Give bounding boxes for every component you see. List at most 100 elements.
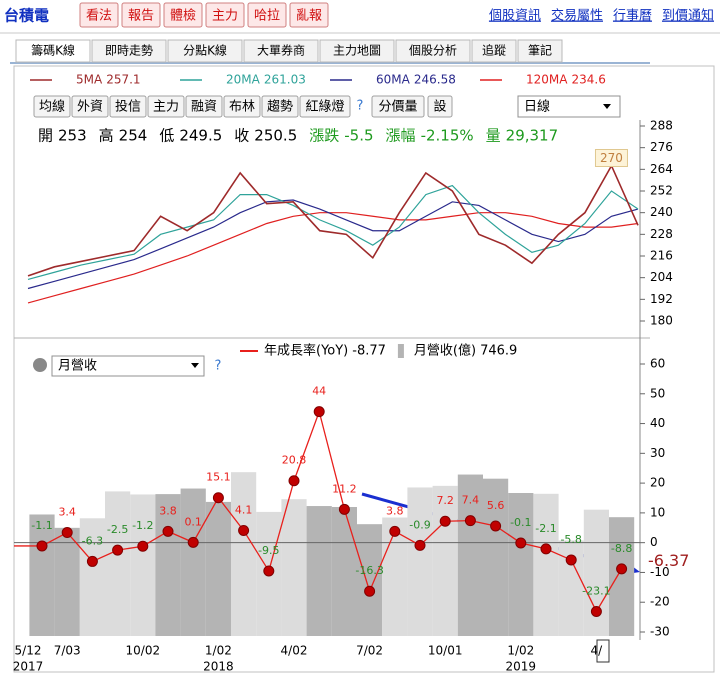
toolbar-button[interactable]: [299, 95, 351, 118]
peak-marker-label: 270: [600, 151, 623, 165]
x-tick-label: 1/02: [205, 644, 232, 658]
tab[interactable]: [319, 39, 395, 63]
header-button[interactable]: [79, 2, 119, 28]
toolbar-button-label[interactable]: 設: [433, 99, 446, 115]
toolbar-button-label[interactable]: 融資: [191, 100, 217, 115]
tab-label[interactable]: 筆記: [528, 43, 552, 58]
tab[interactable]: [243, 39, 319, 63]
tab-label[interactable]: 追蹤: [482, 43, 506, 58]
header-button-label[interactable]: 亂報: [296, 9, 322, 24]
tab[interactable]: [517, 39, 563, 63]
tab[interactable]: [167, 39, 243, 63]
toolbar-button-label[interactable]: 主力: [153, 100, 179, 115]
tab-label[interactable]: 分點K線: [183, 43, 227, 58]
header-button[interactable]: [247, 2, 287, 28]
yoy-label: 5.6: [487, 499, 505, 512]
yoy-point: [616, 563, 628, 575]
y-tick-label: 276: [650, 140, 673, 154]
header-button[interactable]: [205, 2, 245, 28]
toolbar-button-label[interactable]: 布林: [229, 100, 255, 115]
header-button[interactable]: [163, 2, 203, 28]
revenue-bar: [130, 494, 156, 636]
toolbar-button[interactable]: [427, 95, 453, 118]
help-icon[interactable]: ?: [215, 359, 222, 374]
toolbar-button[interactable]: [371, 95, 425, 118]
app-title: 台積電: [4, 7, 49, 25]
x-year-label: 2017: [13, 660, 44, 674]
y-tick-label: 20: [650, 476, 665, 490]
panel-border: [13, 65, 715, 673]
dropdown-arrow[interactable]: [191, 363, 199, 368]
quote-label: 高: [99, 127, 114, 145]
header-button-label[interactable]: 體檢: [170, 8, 196, 24]
yoy-label: -6.3: [82, 534, 103, 547]
help-icon[interactable]: ?: [357, 99, 364, 114]
toolbar-button-label[interactable]: 外資: [77, 100, 103, 115]
toolbar-button[interactable]: [223, 95, 261, 118]
toolbar-button[interactable]: [71, 95, 109, 118]
toolbar-button[interactable]: [261, 95, 299, 118]
header-link[interactable]: 個股資訊: [489, 9, 541, 24]
yoy-point: [263, 565, 275, 577]
yoy-label: 7.4: [462, 494, 480, 507]
header-button-label[interactable]: 哈拉: [254, 9, 280, 24]
x-tick-label: 10/02: [126, 644, 161, 658]
tab-label[interactable]: 籌碼K線: [31, 43, 75, 58]
toolbar-button-label[interactable]: 分價量: [378, 100, 417, 115]
legend-value: 257.1: [106, 73, 140, 87]
tab-label[interactable]: 個股分析: [409, 44, 457, 58]
header-button-label[interactable]: 報告: [128, 9, 154, 24]
tab-label[interactable]: 即時走勢: [105, 43, 153, 58]
quote-label: 漲跌: [309, 127, 339, 145]
toolbar-button-label[interactable]: 趨勢: [267, 100, 293, 115]
tab[interactable]: [471, 39, 517, 63]
header-button[interactable]: [289, 2, 329, 28]
series-select-value[interactable]: 月營收: [58, 359, 97, 374]
quote-value: 254: [119, 127, 148, 145]
yoy-label: -23.1: [582, 584, 610, 597]
yoy-label: 3.4: [58, 506, 76, 519]
header-button-label[interactable]: 主力: [212, 9, 238, 24]
toolbar-button[interactable]: [185, 95, 223, 118]
yoy-point: [86, 555, 98, 567]
legend-value: 234.6: [571, 73, 605, 87]
revenue-bar: [382, 517, 408, 636]
revenue-bar: [205, 501, 231, 636]
toolbar-button[interactable]: [147, 95, 185, 118]
header-link[interactable]: 到價通知: [662, 8, 714, 24]
series-select[interactable]: [51, 355, 205, 377]
y-tick-label: 264: [650, 162, 673, 176]
toolbar-button-label[interactable]: 均線: [39, 99, 65, 115]
period-select-value[interactable]: 日線: [524, 99, 550, 115]
header-button[interactable]: [121, 2, 161, 28]
legend-label: 5MA: [76, 73, 103, 87]
period-select[interactable]: [517, 95, 621, 118]
tab-label[interactable]: 大單券商: [257, 43, 305, 58]
toolbar-button[interactable]: [109, 95, 147, 118]
y-tick-label: 240: [650, 205, 673, 219]
yoy-label: 3.8: [386, 504, 404, 517]
cursor-box: [596, 639, 610, 663]
quote-value: -2.15%: [421, 127, 474, 145]
dropdown-arrow[interactable]: [603, 104, 611, 109]
quote-value: 250.5: [254, 127, 297, 145]
yoy-point: [414, 539, 426, 551]
toolbar-button-label[interactable]: 投信: [115, 99, 141, 115]
tab[interactable]: [15, 39, 91, 63]
ma-line: [27, 212, 639, 304]
close-icon[interactable]: [33, 358, 47, 372]
yoy-point: [187, 536, 199, 548]
header-link[interactable]: 交易屬性: [551, 8, 603, 24]
tab[interactable]: [395, 39, 471, 63]
tab-label[interactable]: 主力地圖: [333, 44, 381, 58]
x-tick-label: 4/: [591, 644, 604, 658]
header-button-label[interactable]: 看法: [86, 8, 112, 24]
toolbar-button[interactable]: [33, 95, 71, 118]
header-link[interactable]: 行事曆: [613, 9, 652, 24]
peak-marker-box: [594, 149, 628, 167]
toolbar-button-label[interactable]: 紅綠燈: [305, 100, 344, 115]
yoy-label: -9.5: [258, 544, 279, 557]
tab[interactable]: [91, 39, 167, 63]
yoy-point: [313, 406, 325, 418]
